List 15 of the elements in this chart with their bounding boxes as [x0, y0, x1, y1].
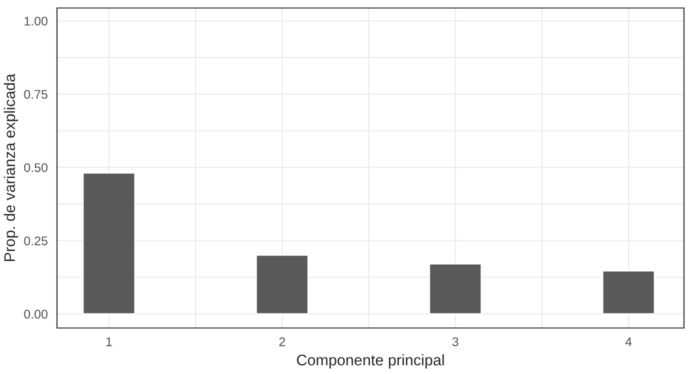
y-axis-title: Prop. de varianza explicada [4, 74, 18, 262]
x-tick-label: 1 [106, 337, 112, 346]
x-axis-title: Componente principal [296, 354, 444, 368]
y-tick-label: 1.00 [24, 16, 48, 26]
y-tick-label: 0.25 [24, 236, 48, 246]
bar [82, 172, 136, 315]
bar [428, 263, 482, 315]
bar [602, 270, 656, 315]
y-tick-label: 0.75 [24, 90, 48, 99]
x-tick-label: 2 [279, 337, 286, 346]
y-tick-label: 0.00 [24, 310, 48, 319]
x-tick-label: 3 [452, 337, 458, 346]
bar [255, 254, 309, 315]
x-tick-label: 4 [625, 337, 632, 346]
y-tick-label: 0.50 [24, 163, 48, 172]
